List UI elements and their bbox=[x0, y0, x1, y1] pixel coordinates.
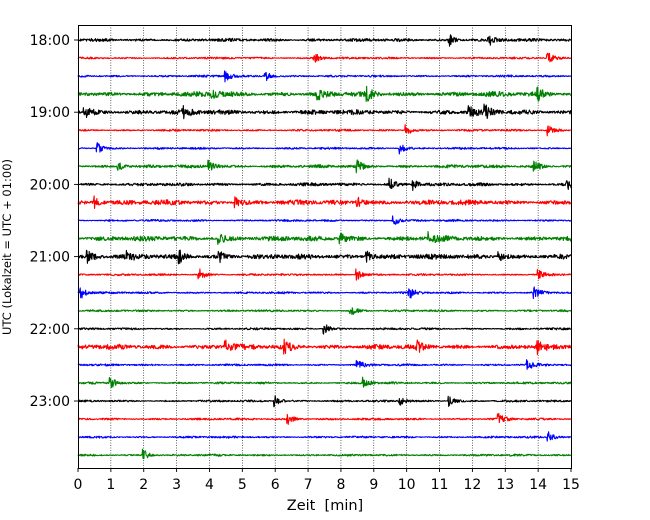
x-axis: 0 1 2 3 4 5 6 7 8 9 10 11 12 13 14 15 bbox=[74, 468, 580, 493]
x-tick-label: 14 bbox=[529, 477, 547, 493]
trace-1830 bbox=[77, 70, 572, 83]
trace-2100 bbox=[77, 249, 572, 265]
x-tick-label: 15 bbox=[562, 477, 580, 493]
x-tick-label: 11 bbox=[431, 477, 449, 493]
y-tick-label: 19:00 bbox=[30, 105, 70, 121]
trace-2115 bbox=[77, 268, 572, 281]
trace-2230 bbox=[77, 359, 572, 370]
plot-frame bbox=[78, 25, 572, 469]
y-tick-label: 21:00 bbox=[30, 250, 70, 266]
x-tick-label: 12 bbox=[463, 477, 481, 493]
trace-2215 bbox=[77, 338, 572, 356]
x-tick-label: 8 bbox=[336, 477, 345, 493]
trace-2045 bbox=[77, 231, 572, 245]
trace-1815 bbox=[77, 52, 572, 63]
trace-1945 bbox=[77, 159, 572, 174]
x-tick-label: 0 bbox=[74, 477, 83, 493]
x-tick-label: 4 bbox=[205, 477, 214, 493]
x-tick-label: 9 bbox=[369, 477, 378, 493]
x-tick-label: 6 bbox=[271, 477, 280, 493]
x-tick-label: 13 bbox=[496, 477, 514, 493]
trace-2000 bbox=[77, 177, 572, 192]
y-tick-label: 22:00 bbox=[30, 322, 70, 338]
trace-2300 bbox=[77, 395, 572, 408]
x-axis-label: Zeit [min] bbox=[287, 498, 363, 514]
y-axis-label: UTC (Lokalzeit = UTC + 01:00) bbox=[0, 159, 14, 335]
trace-2345 bbox=[77, 448, 572, 460]
y-axis: 18:00 19:00 20:00 21:00 22:00 23:00 bbox=[30, 33, 78, 410]
trace-2145 bbox=[77, 307, 572, 316]
trace-2330 bbox=[77, 431, 572, 442]
x-tick-label: 5 bbox=[238, 477, 247, 493]
x-tick-label: 10 bbox=[398, 477, 416, 493]
trace-2130 bbox=[77, 286, 572, 300]
trace-2200 bbox=[77, 324, 572, 335]
y-tick-label: 18:00 bbox=[30, 33, 70, 49]
trace-1845 bbox=[77, 85, 572, 102]
trace-1800 bbox=[77, 34, 572, 47]
x-tick-label: 1 bbox=[106, 477, 115, 493]
trace-1915 bbox=[77, 124, 572, 137]
y-tick-label: 23:00 bbox=[30, 394, 70, 410]
trace-1930 bbox=[77, 142, 572, 155]
x-tick-label: 2 bbox=[139, 477, 148, 493]
x-tick-label: 7 bbox=[304, 477, 313, 493]
trace-2315 bbox=[77, 412, 572, 425]
x-tick-label: 3 bbox=[172, 477, 181, 493]
trace-2245 bbox=[77, 376, 572, 389]
y-tick-label: 20:00 bbox=[30, 177, 70, 193]
trace-layer bbox=[77, 34, 572, 460]
trace-2030 bbox=[77, 215, 572, 225]
trace-1900 bbox=[77, 103, 572, 120]
trace-2015 bbox=[77, 195, 572, 209]
